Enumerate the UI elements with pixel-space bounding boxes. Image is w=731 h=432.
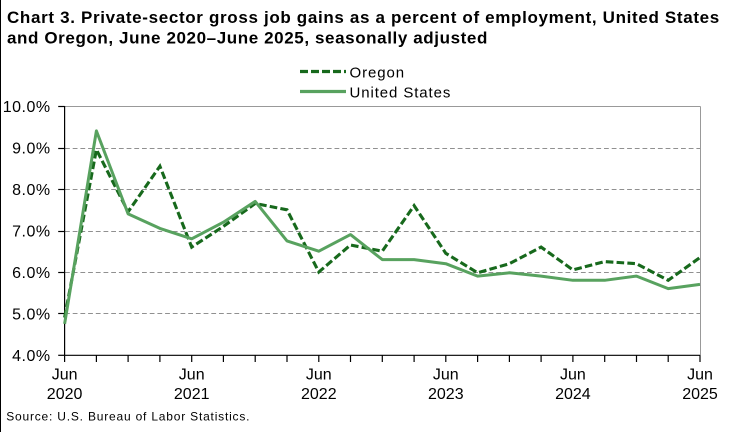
svg-text:Jun: Jun	[433, 367, 459, 384]
svg-text:9.0%: 9.0%	[12, 140, 50, 157]
svg-text:2021: 2021	[174, 386, 210, 403]
svg-text:and Oregon, June 2020–June 202: and Oregon, June 2020–June 2025, seasona…	[7, 28, 488, 47]
svg-text:Chart 3. Private-sector gross: Chart 3. Private-sector gross job gains …	[7, 8, 720, 27]
svg-text:Jun: Jun	[52, 367, 78, 384]
svg-text:2023: 2023	[428, 386, 464, 403]
svg-text:5.0%: 5.0%	[12, 306, 50, 323]
svg-text:2022: 2022	[301, 386, 337, 403]
svg-text:10.0%: 10.0%	[3, 99, 51, 116]
svg-text:6.0%: 6.0%	[12, 265, 50, 282]
svg-text:Jun: Jun	[179, 367, 205, 384]
svg-text:Oregon: Oregon	[350, 65, 405, 82]
svg-text:2024: 2024	[555, 386, 591, 403]
svg-text:2025: 2025	[682, 386, 718, 403]
svg-text:2020: 2020	[47, 386, 83, 403]
svg-text:7.0%: 7.0%	[12, 223, 50, 240]
svg-text:Jun: Jun	[560, 367, 586, 384]
svg-text:Source: U.S. Bureau of Labor S: Source: U.S. Bureau of Labor Statistics.	[6, 410, 250, 424]
svg-text:Jun: Jun	[306, 367, 332, 384]
svg-text:4.0%: 4.0%	[12, 348, 50, 365]
svg-text:Jun: Jun	[687, 367, 713, 384]
svg-text:8.0%: 8.0%	[12, 182, 50, 199]
svg-text:United States: United States	[350, 85, 452, 102]
